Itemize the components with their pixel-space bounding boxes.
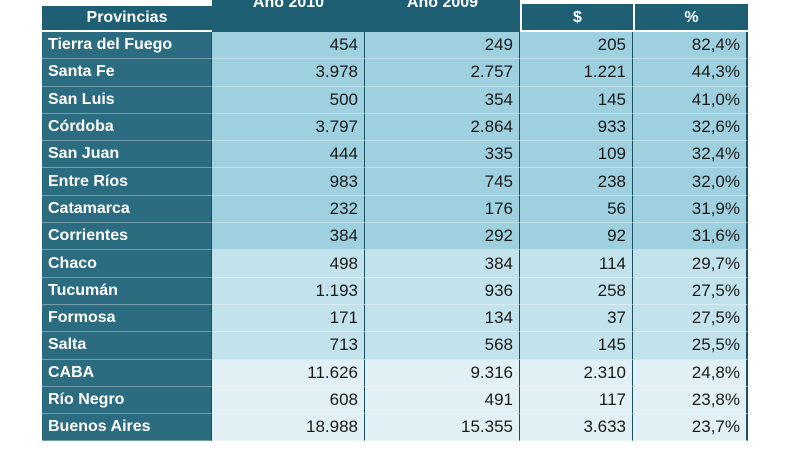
diff-percent-cell: 32,6% bbox=[633, 113, 748, 142]
province-cell: San Luis bbox=[42, 86, 212, 114]
year-2010-cell: 498 bbox=[212, 250, 365, 278]
province-cell: Buenos Aires bbox=[42, 414, 212, 442]
year-2009-cell: 936 bbox=[365, 277, 520, 305]
year-2009-cell: 491 bbox=[365, 386, 520, 415]
diff-amount-cell: 56 bbox=[520, 195, 633, 224]
table-row: San Luis 500 354 145 41,0% bbox=[42, 86, 748, 114]
year-2009-cell: 134 bbox=[365, 304, 520, 333]
year-2010-cell: 384 bbox=[212, 223, 365, 251]
diff-percent-cell: 82,4% bbox=[633, 32, 748, 60]
diff-amount-cell: 92 bbox=[520, 223, 633, 251]
diff-amount-cell: 1.221 bbox=[520, 59, 633, 87]
diff-percent-cell: 27,5% bbox=[633, 304, 748, 333]
diff-percent-cell: 41,0% bbox=[633, 86, 748, 114]
table-body: Tierra del Fuego 454 249 205 82,4% Santa Fe 3.… bbox=[42, 32, 748, 442]
province-cell: Entre Ríos bbox=[42, 168, 212, 196]
table-row: Santa Fe 3.978 2.757 1.221 44,3% bbox=[42, 59, 748, 87]
year-2009-cell: 2.757 bbox=[365, 59, 520, 87]
year-2010-cell: 3.978 bbox=[212, 59, 365, 87]
diff-percent-cell: 23,8% bbox=[633, 386, 748, 415]
table-row: San Juan 444 335 109 32,4% bbox=[42, 141, 748, 169]
table-row: Corrientes 384 292 92 31,6% bbox=[42, 223, 748, 251]
header-provincias: Provincias bbox=[42, 6, 212, 30]
year-2010-cell: 11.626 bbox=[212, 359, 365, 387]
year-2010-cell: 3.797 bbox=[212, 113, 365, 142]
year-2009-cell: 384 bbox=[365, 250, 520, 278]
year-2010-cell: 1.193 bbox=[212, 277, 365, 305]
diff-percent-cell: 24,8% bbox=[633, 359, 748, 387]
province-cell: Catamarca bbox=[42, 195, 212, 224]
year-2009-cell: 15.355 bbox=[365, 414, 520, 442]
table-row: Salta 713 568 145 25,5% bbox=[42, 332, 748, 360]
table-row: Buenos Aires 18.988 15.355 3.633 23,7% bbox=[42, 414, 748, 442]
year-2009-cell: 335 bbox=[365, 141, 520, 169]
year-2009-cell: 568 bbox=[365, 332, 520, 360]
year-2009-cell: 249 bbox=[365, 32, 520, 60]
diff-percent-cell: 32,4% bbox=[633, 141, 748, 169]
province-cell: Salta bbox=[42, 332, 212, 360]
table-row: Catamarca 232 176 56 31,9% bbox=[42, 195, 748, 224]
diff-amount-cell: 37 bbox=[520, 304, 633, 333]
year-2010-cell: 983 bbox=[212, 168, 365, 196]
year-2009-cell: 2.864 bbox=[365, 113, 520, 142]
year-2009-cell: 9.316 bbox=[365, 359, 520, 387]
header-year-2009: Año 2009 bbox=[365, 0, 520, 32]
year-2010-cell: 500 bbox=[212, 86, 365, 114]
diff-percent-cell: 44,3% bbox=[633, 59, 748, 87]
diff-percent-cell: 27,5% bbox=[633, 277, 748, 305]
diff-amount-cell: 109 bbox=[520, 141, 633, 169]
year-2009-cell: 176 bbox=[365, 195, 520, 224]
table-row: Formosa 171 134 37 27,5% bbox=[42, 304, 748, 333]
province-cell: Tucumán bbox=[42, 277, 212, 305]
table-row: Entre Ríos 983 745 238 32,0% bbox=[42, 168, 748, 196]
year-2010-cell: 171 bbox=[212, 304, 365, 333]
diff-percent-cell: 31,6% bbox=[633, 223, 748, 251]
diff-amount-cell: 117 bbox=[520, 386, 633, 415]
diff-percent-cell: 31,9% bbox=[633, 195, 748, 224]
diff-amount-cell: 114 bbox=[520, 250, 633, 278]
year-2010-cell: 18.988 bbox=[212, 414, 365, 442]
table-row: Tierra del Fuego 454 249 205 82,4% bbox=[42, 32, 748, 60]
year-2009-cell: 292 bbox=[365, 223, 520, 251]
year-2010-cell: 232 bbox=[212, 195, 365, 224]
header-diff-amount: $ bbox=[520, 4, 633, 30]
table-row: Córdoba 3.797 2.864 933 32,6% bbox=[42, 113, 748, 142]
year-2009-cell: 745 bbox=[365, 168, 520, 196]
table-row: Tucumán 1.193 936 258 27,5% bbox=[42, 277, 748, 305]
year-2010-cell: 608 bbox=[212, 386, 365, 415]
diff-amount-cell: 2.310 bbox=[520, 359, 633, 387]
header-diff-percent: % bbox=[633, 4, 748, 30]
province-cell: Río Negro bbox=[42, 386, 212, 415]
province-cell: Córdoba bbox=[42, 113, 212, 142]
diff-amount-cell: 258 bbox=[520, 277, 633, 305]
year-2010-cell: 713 bbox=[212, 332, 365, 360]
diff-percent-cell: 23,7% bbox=[633, 414, 748, 442]
province-cell: Tierra del Fuego bbox=[42, 32, 212, 60]
province-cell: Santa Fe bbox=[42, 59, 212, 87]
diff-amount-cell: 238 bbox=[520, 168, 633, 196]
diff-percent-cell: 29,7% bbox=[633, 250, 748, 278]
table-row: CABA 11.626 9.316 2.310 24,8% bbox=[42, 359, 748, 387]
province-cell: CABA bbox=[42, 359, 212, 387]
year-2010-cell: 454 bbox=[212, 32, 365, 60]
diff-amount-cell: 145 bbox=[520, 86, 633, 114]
diff-amount-cell: 3.633 bbox=[520, 414, 633, 442]
province-cell: San Juan bbox=[42, 141, 212, 169]
diff-percent-cell: 25,5% bbox=[633, 332, 748, 360]
diff-amount-cell: 205 bbox=[520, 32, 633, 60]
header-year-2010: Año 2010 bbox=[212, 0, 365, 32]
table-row: Río Negro 608 491 117 23,8% bbox=[42, 386, 748, 415]
year-2009-cell: 354 bbox=[365, 86, 520, 114]
diff-amount-cell: 145 bbox=[520, 332, 633, 360]
diff-amount-cell: 933 bbox=[520, 113, 633, 142]
province-cell: Formosa bbox=[42, 304, 212, 333]
table-header: Provincias Año 2010 Año 2009 $ % bbox=[42, 0, 748, 32]
table-row: Chaco 498 384 114 29,7% bbox=[42, 250, 748, 278]
year-2010-cell: 444 bbox=[212, 141, 365, 169]
province-cell: Corrientes bbox=[42, 223, 212, 251]
province-cell: Chaco bbox=[42, 250, 212, 278]
diff-percent-cell: 32,0% bbox=[633, 168, 748, 196]
